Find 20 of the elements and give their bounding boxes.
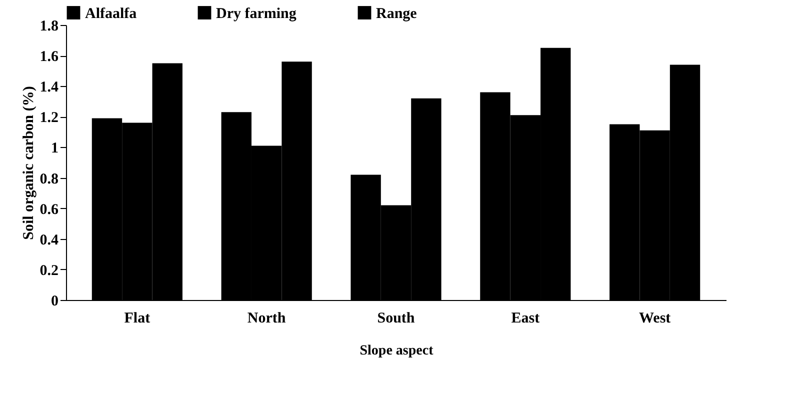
y-tick-label: 0.6 xyxy=(40,202,59,218)
x-tick-label: North xyxy=(247,310,286,326)
y-axis-title: Soil organic carbon (%) xyxy=(20,86,37,240)
x-tick-label: South xyxy=(377,310,416,326)
x-tick-label: Flat xyxy=(124,310,150,326)
x-tick-label: East xyxy=(511,310,540,326)
y-tick-label: 1.6 xyxy=(40,49,59,66)
y-tick-label: 1.8 xyxy=(40,18,58,34)
x-tick-label: West xyxy=(638,310,671,326)
y-tick-label: 0.2 xyxy=(40,262,58,279)
legend-label: Dry farming xyxy=(216,6,297,22)
y-tick-label: 1.4 xyxy=(40,80,59,96)
legend-label: Range xyxy=(376,6,418,22)
y-tick-label: 1 xyxy=(51,140,58,157)
legend-label: Alfaalfa xyxy=(85,6,138,22)
y-tick-label: 0.4 xyxy=(40,232,59,248)
y-tick-label: 0.8 xyxy=(40,171,58,188)
x-axis-title: Slope aspect xyxy=(360,344,434,358)
y-tick-label: 0 xyxy=(51,294,58,310)
y-tick-label: 1.2 xyxy=(40,110,58,126)
